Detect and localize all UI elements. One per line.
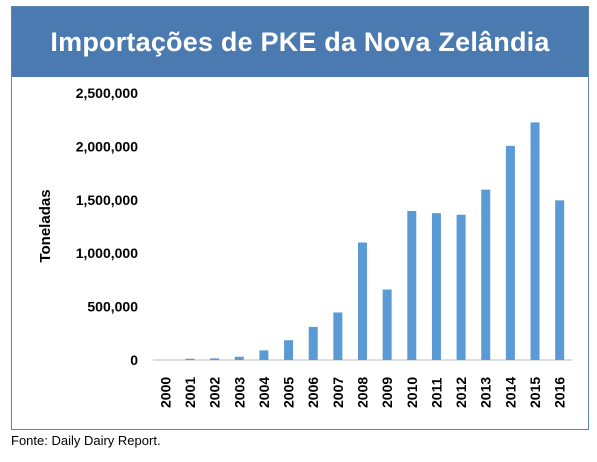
x-tick-label: 2004 [256, 377, 272, 408]
bar-2009 [382, 289, 392, 360]
chart-frame: Importações de PKE da Nova Zelândia [11, 6, 589, 430]
y-tick-label: 2,500,000 [76, 85, 138, 101]
y-axis-label: Toneladas [37, 189, 54, 262]
x-tick-label: 2003 [231, 377, 247, 408]
bar-2013 [481, 189, 491, 360]
x-tick-label: 2014 [502, 377, 518, 408]
source-note: Fonte: Daily Dairy Report. [11, 433, 161, 448]
x-tick-label: 2009 [379, 377, 395, 408]
x-tick-label: 2013 [478, 377, 494, 408]
bar-2006 [308, 326, 318, 360]
x-tick-label: 2012 [453, 377, 469, 408]
bar-2014 [505, 145, 515, 360]
bar-2004 [259, 350, 269, 360]
x-tick-label: 2011 [428, 377, 444, 408]
x-tick-label: 2006 [305, 377, 321, 408]
bar-2007 [333, 312, 343, 360]
x-tick-label: 2000 [157, 377, 173, 408]
bar-2003 [234, 356, 244, 360]
bar-2016 [555, 200, 565, 360]
bar-2010 [407, 211, 417, 360]
x-tick-label: 2008 [355, 377, 371, 408]
x-tick-label: 2005 [281, 377, 297, 408]
bar-2008 [358, 242, 367, 360]
y-tick-label: 0 [130, 352, 138, 368]
y-tick-label: 2,000,000 [76, 138, 138, 154]
bar-2012 [456, 214, 466, 360]
title-bar: Importações de PKE da Nova Zelândia [12, 7, 588, 77]
y-tick-label: 500,000 [87, 299, 138, 315]
chart-title: Importações de PKE da Nova Zelândia [50, 26, 550, 57]
x-tick-label: 2010 [404, 377, 420, 408]
bar-2011 [431, 213, 441, 360]
bar-2005 [284, 340, 294, 360]
y-tick-label: 1,000,000 [76, 245, 138, 261]
x-tick-label: 2015 [527, 377, 543, 408]
bar-2015 [530, 122, 540, 361]
bar-2002 [210, 358, 220, 360]
x-tick-label: 2001 [182, 377, 198, 408]
y-tick-labels: 0 500,000 1,000,000 1,500,000 2,000,000 2,500… [76, 85, 139, 368]
x-tick-label: 2016 [552, 377, 568, 408]
y-tick-label: 1,500,000 [76, 192, 138, 208]
x-tick-label: 2002 [207, 377, 223, 408]
bars [185, 122, 565, 361]
bar-chart: 0 500,000 1,000,000 1,500,000 2,000,000 2,500… [37, 85, 572, 408]
bar-2001 [185, 358, 195, 360]
x-tick-label: 2007 [330, 377, 346, 408]
x-tick-labels: 2000 2001 2002 2003 2004 2005 2006 2007 2008 2009… [157, 377, 567, 408]
